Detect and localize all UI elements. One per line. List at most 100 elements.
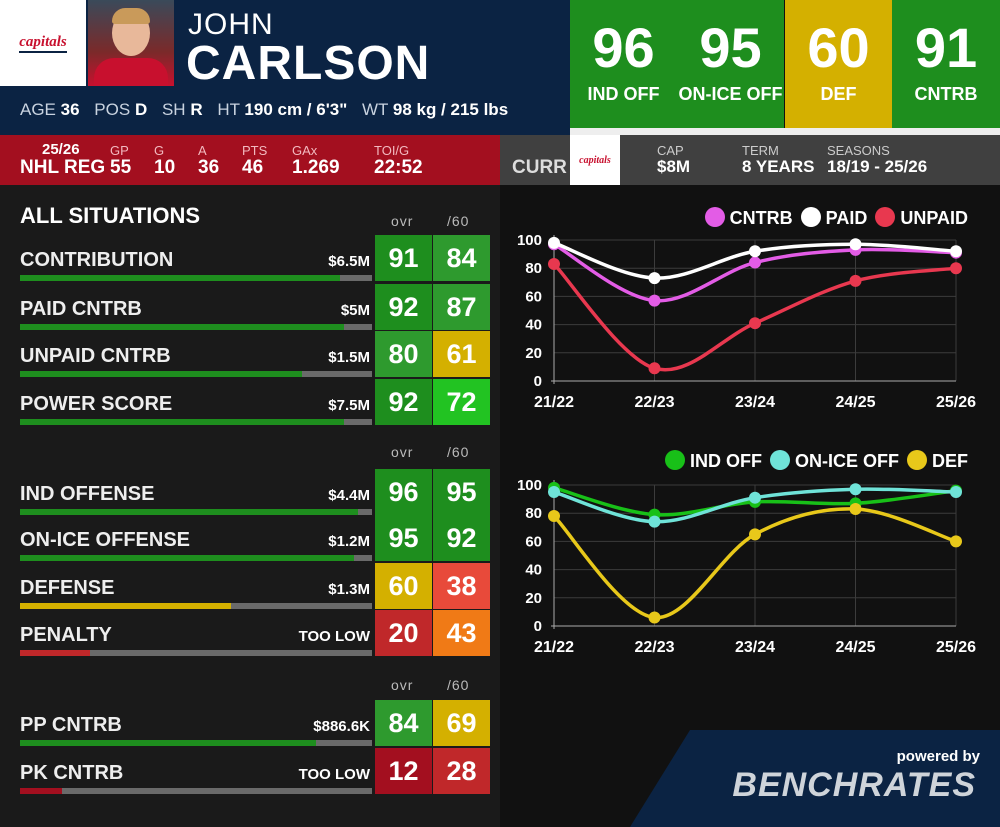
chart-offense-defense-legend: IND OFF ON-ICE OFF DEF bbox=[657, 450, 968, 472]
top-ratings-strip bbox=[570, 128, 1000, 135]
data-point bbox=[749, 491, 761, 504]
top-rating-label: DEF bbox=[820, 84, 857, 104]
cap-value: $8M bbox=[657, 157, 691, 176]
row-bar-fill bbox=[20, 650, 91, 656]
row-p60-rating: 43 bbox=[433, 610, 490, 656]
row-bar bbox=[20, 324, 372, 330]
legend-item: CNTRB bbox=[697, 207, 793, 228]
gp-value: 55 bbox=[110, 157, 132, 178]
x-tick-label: 25/26 bbox=[936, 639, 976, 656]
y-tick-label: 40 bbox=[525, 562, 542, 579]
legend-label: IND OFF bbox=[690, 451, 762, 471]
row-p60-rating: 38 bbox=[433, 563, 490, 609]
row-label: PENALTY bbox=[20, 624, 112, 646]
row-bar-fill bbox=[20, 555, 355, 561]
top-rating-label: ON-ICE OFF bbox=[678, 84, 783, 104]
legend-item: UNPAID bbox=[867, 207, 968, 228]
section-title: ALL SITUATIONS bbox=[20, 203, 201, 228]
data-point bbox=[648, 611, 661, 624]
data-point bbox=[749, 317, 761, 330]
row-value: TOO LOW bbox=[298, 766, 370, 783]
league-label: NHL REG bbox=[20, 157, 106, 178]
player-bio: AGE 36 POS D SH R HT 190 cm / 6'3" WT 98… bbox=[20, 100, 509, 119]
legend-label: ON-ICE OFF bbox=[795, 451, 899, 471]
row-label: PAID CNTRB bbox=[20, 298, 142, 320]
col-ovr-header: ovr bbox=[391, 213, 414, 229]
series-line-def bbox=[552, 507, 957, 620]
row-bar-fill bbox=[20, 275, 341, 281]
row-p60-rating: 92 bbox=[433, 515, 490, 561]
row-label: PP CNTRB bbox=[20, 714, 122, 736]
top-rating-value: 95 bbox=[699, 16, 762, 79]
season-stats-strip: 25/26 NHL REG GP 55 G 10 A 36 PTS 46 GAx… bbox=[0, 135, 500, 185]
data-point bbox=[648, 294, 661, 307]
data-point bbox=[648, 272, 661, 285]
col-ovr-header: ovr bbox=[391, 444, 414, 460]
row-bar bbox=[20, 603, 372, 609]
legend-item: PAID bbox=[793, 207, 867, 228]
data-point bbox=[548, 486, 560, 499]
ratings-panel: ALL SITUATIONS ovr /60 ovr /60 ovr /60 C… bbox=[0, 185, 500, 827]
col-p60-header: /60 bbox=[447, 677, 470, 693]
legend-swatch bbox=[875, 207, 896, 227]
row-ovr-rating: 60 bbox=[375, 563, 432, 609]
row-bar-fill bbox=[20, 371, 302, 377]
row-ovr-rating: 12 bbox=[375, 748, 432, 794]
top-rating-value: 96 bbox=[592, 16, 655, 79]
legend-label: CNTRB bbox=[729, 208, 793, 228]
row-value: $6.5M bbox=[328, 253, 370, 270]
legend-swatch bbox=[800, 207, 821, 227]
row-bar bbox=[20, 788, 372, 794]
y-tick-label: 60 bbox=[525, 288, 542, 305]
row-label: CONTRIBUTION bbox=[20, 249, 174, 271]
y-tick-label: 80 bbox=[525, 260, 542, 277]
row-value: $1.3M bbox=[328, 581, 370, 598]
row-ovr-rating: 96 bbox=[375, 469, 432, 515]
data-point bbox=[548, 236, 560, 249]
legend-swatch bbox=[907, 450, 927, 470]
seasons-value: 18/19 - 25/26 bbox=[827, 157, 928, 176]
row-ovr-rating: 84 bbox=[375, 700, 432, 746]
pts-label: PTS bbox=[242, 143, 268, 158]
y-tick-label: 100 bbox=[517, 232, 542, 249]
data-point bbox=[950, 486, 962, 499]
season-label: 25/26 bbox=[42, 141, 80, 158]
chart-contribution: 0 20 40 60 80 100 21/22 22/23 23/24 24/25 25/26 bbox=[517, 232, 976, 411]
row-p60-rating: 72 bbox=[433, 379, 490, 425]
data-point bbox=[950, 262, 962, 275]
x-tick-label: 21/22 bbox=[534, 639, 574, 656]
row-value: TOO LOW bbox=[298, 628, 370, 645]
top-rating-label: CNTRB bbox=[914, 84, 978, 104]
term-label: TERM bbox=[742, 143, 779, 158]
row-ovr-rating: 95 bbox=[375, 515, 432, 561]
top-rating-label: IND OFF bbox=[587, 84, 660, 104]
seasons-label: SEASONS bbox=[827, 143, 890, 158]
x-tick-label: 21/22 bbox=[534, 394, 574, 411]
row-ovr-rating: 80 bbox=[375, 331, 432, 377]
powered-by-label: powered by bbox=[896, 748, 980, 765]
row-ovr-rating: 92 bbox=[375, 379, 432, 425]
gp-label: GP bbox=[110, 143, 129, 158]
legend-item: IND OFF bbox=[657, 450, 762, 471]
player-header: capitals JOHN CARLSON AGE 36 POS D SH R … bbox=[0, 0, 570, 135]
row-bar-fill bbox=[20, 419, 344, 425]
team-logo: capitals bbox=[0, 0, 86, 86]
row-bar bbox=[20, 371, 372, 377]
row-p60-rating: 84 bbox=[433, 235, 490, 281]
x-tick-label: 24/25 bbox=[835, 394, 875, 411]
row-bar bbox=[20, 650, 372, 656]
legend-label: UNPAID bbox=[900, 208, 968, 228]
y-tick-label: 40 bbox=[525, 317, 542, 334]
cap-label: CAP bbox=[657, 143, 684, 158]
col-p60-header: /60 bbox=[447, 213, 470, 229]
data-point bbox=[548, 257, 560, 270]
y-tick-label: 80 bbox=[525, 505, 542, 522]
data-point bbox=[648, 362, 661, 375]
term-value: 8 YEARS bbox=[742, 157, 815, 176]
row-ovr-rating: 92 bbox=[375, 284, 432, 330]
top-rating-box: 95 ON-ICE OFF bbox=[677, 0, 784, 128]
x-tick-label: 23/24 bbox=[735, 394, 775, 411]
data-point bbox=[548, 510, 560, 523]
pts-value: 46 bbox=[242, 157, 264, 178]
gax-label: GAx bbox=[292, 143, 318, 158]
